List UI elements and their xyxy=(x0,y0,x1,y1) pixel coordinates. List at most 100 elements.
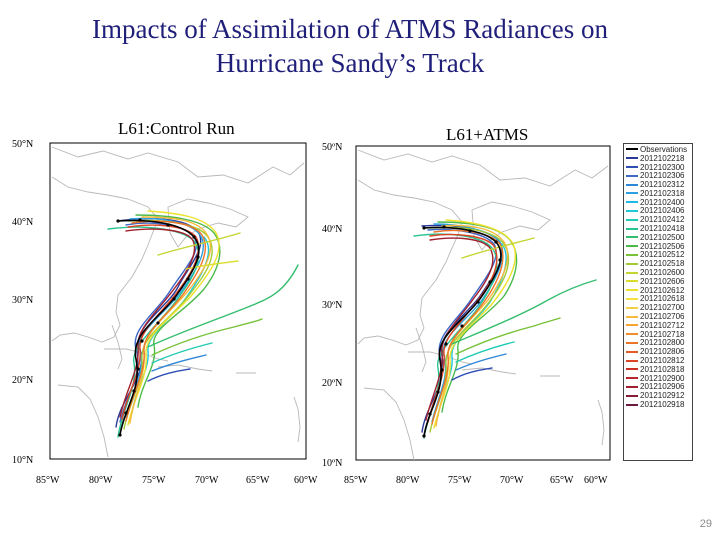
lat-label: 10°N xyxy=(12,455,33,466)
legend-item: 2012102606 xyxy=(626,277,690,286)
legend-swatch xyxy=(626,385,638,388)
legend-swatch xyxy=(626,236,638,239)
legend-item: 2012102318 xyxy=(626,189,690,198)
legend-swatch xyxy=(626,341,638,344)
legend-label: 2012102606 xyxy=(640,276,685,286)
lat-label: 50ºN xyxy=(322,142,342,153)
legend-item: 2012102806 xyxy=(626,347,690,356)
legend-item: 2012102900 xyxy=(626,374,690,383)
legend-label: 2012102400 xyxy=(640,197,685,207)
legend-item-observations: Observations xyxy=(626,145,690,154)
legend-label: 2012102512 xyxy=(640,250,685,260)
legend-label: 2012102218 xyxy=(640,153,685,163)
legend-label: Observations xyxy=(640,144,688,154)
control-run-track-map: 50°N 40°N 30°N 20°N 10°N 85°W 80°W 75°W … xyxy=(12,139,318,486)
lon-label: 70°W xyxy=(195,475,219,486)
legend-swatch xyxy=(626,209,638,212)
legend-item: 2012102718 xyxy=(626,330,690,339)
legend-label: 2012102318 xyxy=(640,188,685,198)
legend-swatch xyxy=(626,350,638,353)
lat-label: 10ºN xyxy=(322,458,342,469)
legend-item: 2012102700 xyxy=(626,303,690,312)
legend-label: 2012102712 xyxy=(640,320,685,330)
lat-label: 20°N xyxy=(12,375,33,386)
legend-label: 2012102806 xyxy=(640,347,685,357)
legend-entries: 2012102218 2012102300 2012102306 2012102312… xyxy=(626,154,690,409)
legend-swatch xyxy=(626,403,638,406)
legend-swatch xyxy=(626,245,638,248)
legend-label: 2012102900 xyxy=(640,373,685,383)
lon-label: 75°W xyxy=(142,475,166,486)
legend-swatch xyxy=(626,165,638,168)
lon-label: 75°W xyxy=(448,475,472,486)
legend-label: 2012102812 xyxy=(640,356,685,366)
legend-item: 2012102818 xyxy=(626,365,690,374)
lat-label: 40°N xyxy=(12,217,33,228)
legend-label: 2012102518 xyxy=(640,259,685,269)
legend-swatch xyxy=(626,315,638,318)
legend-item: 2012102312 xyxy=(626,180,690,189)
legend-item: 2012102812 xyxy=(626,356,690,365)
legend-item: 2012102800 xyxy=(626,338,690,347)
legend-swatch xyxy=(626,297,638,300)
legend-item: 2012102400 xyxy=(626,198,690,207)
legend-label: 2012102418 xyxy=(640,224,685,234)
legend-item: 2012102306 xyxy=(626,171,690,180)
legend-item: 2012102918 xyxy=(626,400,690,409)
legend-item: 2012102518 xyxy=(626,259,690,268)
legend-label: 2012102312 xyxy=(640,180,685,190)
legend-swatch xyxy=(626,227,638,230)
lon-label: 80°W xyxy=(89,475,113,486)
legend-swatch xyxy=(626,271,638,274)
lon-label: 80°W xyxy=(396,475,420,486)
legend-swatch xyxy=(626,218,638,221)
atms-run-label: L61+ATMS xyxy=(446,125,529,144)
legend-item: 2012102500 xyxy=(626,233,690,242)
legend-label: 2012102600 xyxy=(640,268,685,278)
lon-label: 60°W xyxy=(294,475,318,486)
lon-label: 85°W xyxy=(344,475,368,486)
legend-item: 2012102512 xyxy=(626,250,690,260)
control-run-label: L61:Control Run xyxy=(118,119,235,138)
legend-swatch xyxy=(626,192,638,195)
legend-swatch xyxy=(626,289,638,292)
observed-track xyxy=(422,225,502,438)
legend-swatch xyxy=(626,253,638,256)
legend-swatch xyxy=(626,394,638,397)
slide-title: Impacts of Assimilation of ATMS Radiance… xyxy=(0,12,700,80)
legend-item: 2012102406 xyxy=(626,206,690,215)
legend-item: 2012102618 xyxy=(626,294,690,303)
legend-item: 2012102712 xyxy=(626,321,690,330)
legend-label: 2012102412 xyxy=(640,215,685,225)
legend-item: 2012102612 xyxy=(626,286,690,295)
legend-label: 2012102700 xyxy=(640,303,685,313)
title-line-2: Hurricane Sandy’s Track xyxy=(215,48,485,78)
lat-label: 30ºN xyxy=(322,300,342,311)
legend-item: 2012102412 xyxy=(626,215,690,224)
legend-swatch xyxy=(626,148,638,151)
legend-label: 2012102506 xyxy=(640,241,685,251)
legend-label: 2012102706 xyxy=(640,312,685,322)
lat-label: 30°N xyxy=(12,295,33,306)
lat-label: 20ºN xyxy=(322,378,342,389)
legend-item: 2012102418 xyxy=(626,224,690,233)
legend-label: 2012102300 xyxy=(640,162,685,172)
legend-item: 2012102600 xyxy=(626,268,690,277)
title-line-1: Impacts of Assimilation of ATMS Radiance… xyxy=(92,14,608,44)
legend-swatch xyxy=(626,201,638,204)
coastline xyxy=(357,149,609,461)
legend-swatch xyxy=(626,157,638,160)
lon-label: 60°W xyxy=(584,475,608,486)
legend-swatch xyxy=(626,333,638,336)
track-legend: Observations 2012102218 2012102300 2012102… xyxy=(623,143,693,461)
legend-item: 2012102300 xyxy=(626,163,690,172)
observed-track xyxy=(116,218,200,437)
track-bundle xyxy=(107,210,299,438)
legend-swatch xyxy=(626,324,638,327)
legend-item: 2012102906 xyxy=(626,382,690,391)
legend-item: 2012102706 xyxy=(626,312,690,321)
legend-label: 2012102912 xyxy=(640,391,685,401)
legend-swatch xyxy=(626,280,638,283)
legend-label: 2012102500 xyxy=(640,232,685,242)
atms-track-map: 50ºN 40ºN 30ºN 20ºN 10ºN 85°W 80°W 75°W … xyxy=(322,142,611,486)
